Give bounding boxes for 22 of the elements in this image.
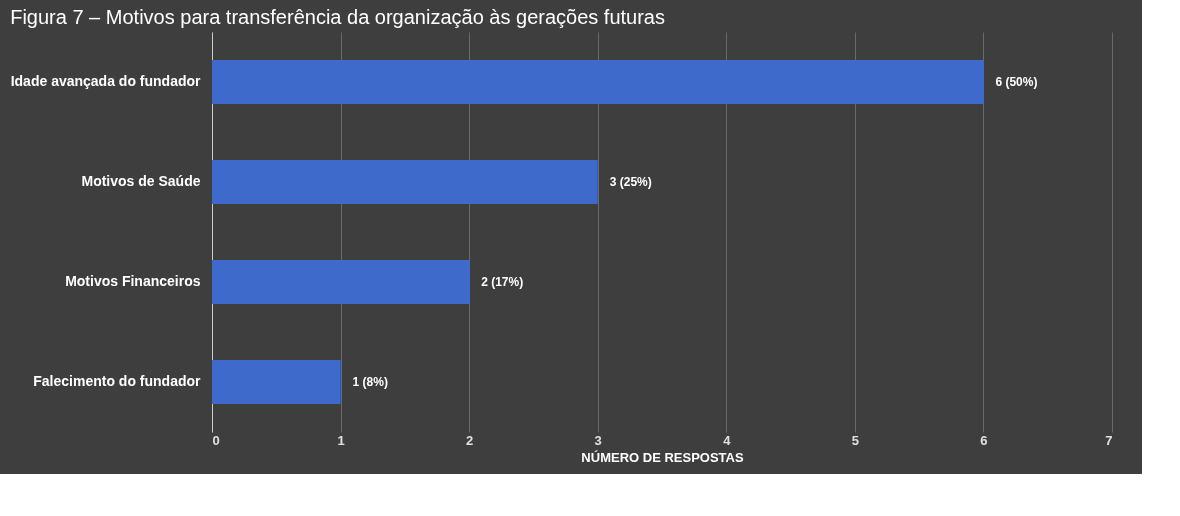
y-tick-label: Motivos Financeiros (65, 273, 201, 289)
data-label: 6 (50%) (995, 75, 1038, 89)
bar (212, 60, 984, 104)
bar (212, 160, 598, 204)
x-axis-title: NÚMERO DE RESPOSTAS (581, 449, 744, 465)
x-tick-label: 5 (851, 432, 859, 448)
x-tick-label: 6 (980, 432, 988, 448)
x-tick-label: 2 (466, 432, 474, 448)
x-tick-label: 3 (594, 432, 602, 448)
x-tick-label: 4 (723, 432, 732, 448)
x-tick-label: 0 (212, 432, 220, 448)
y-tick-label: Idade avançada do fundador (10, 73, 202, 89)
x-tick-label: 7 (1105, 432, 1113, 448)
data-label: 3 (25%) (609, 175, 652, 189)
data-label: 2 (17%) (481, 275, 524, 289)
y-tick-label: Falecimento do fundador (33, 373, 202, 389)
chart-title: Figura 7 – Motivos para transferência da organização às gerações futuras (10, 6, 665, 28)
x-tick-label: 1 (337, 432, 345, 448)
data-label: 1 (8%) (352, 375, 388, 389)
bar (212, 260, 470, 304)
y-tick-label: Motivos de Saúde (81, 173, 201, 189)
bar (212, 360, 341, 404)
